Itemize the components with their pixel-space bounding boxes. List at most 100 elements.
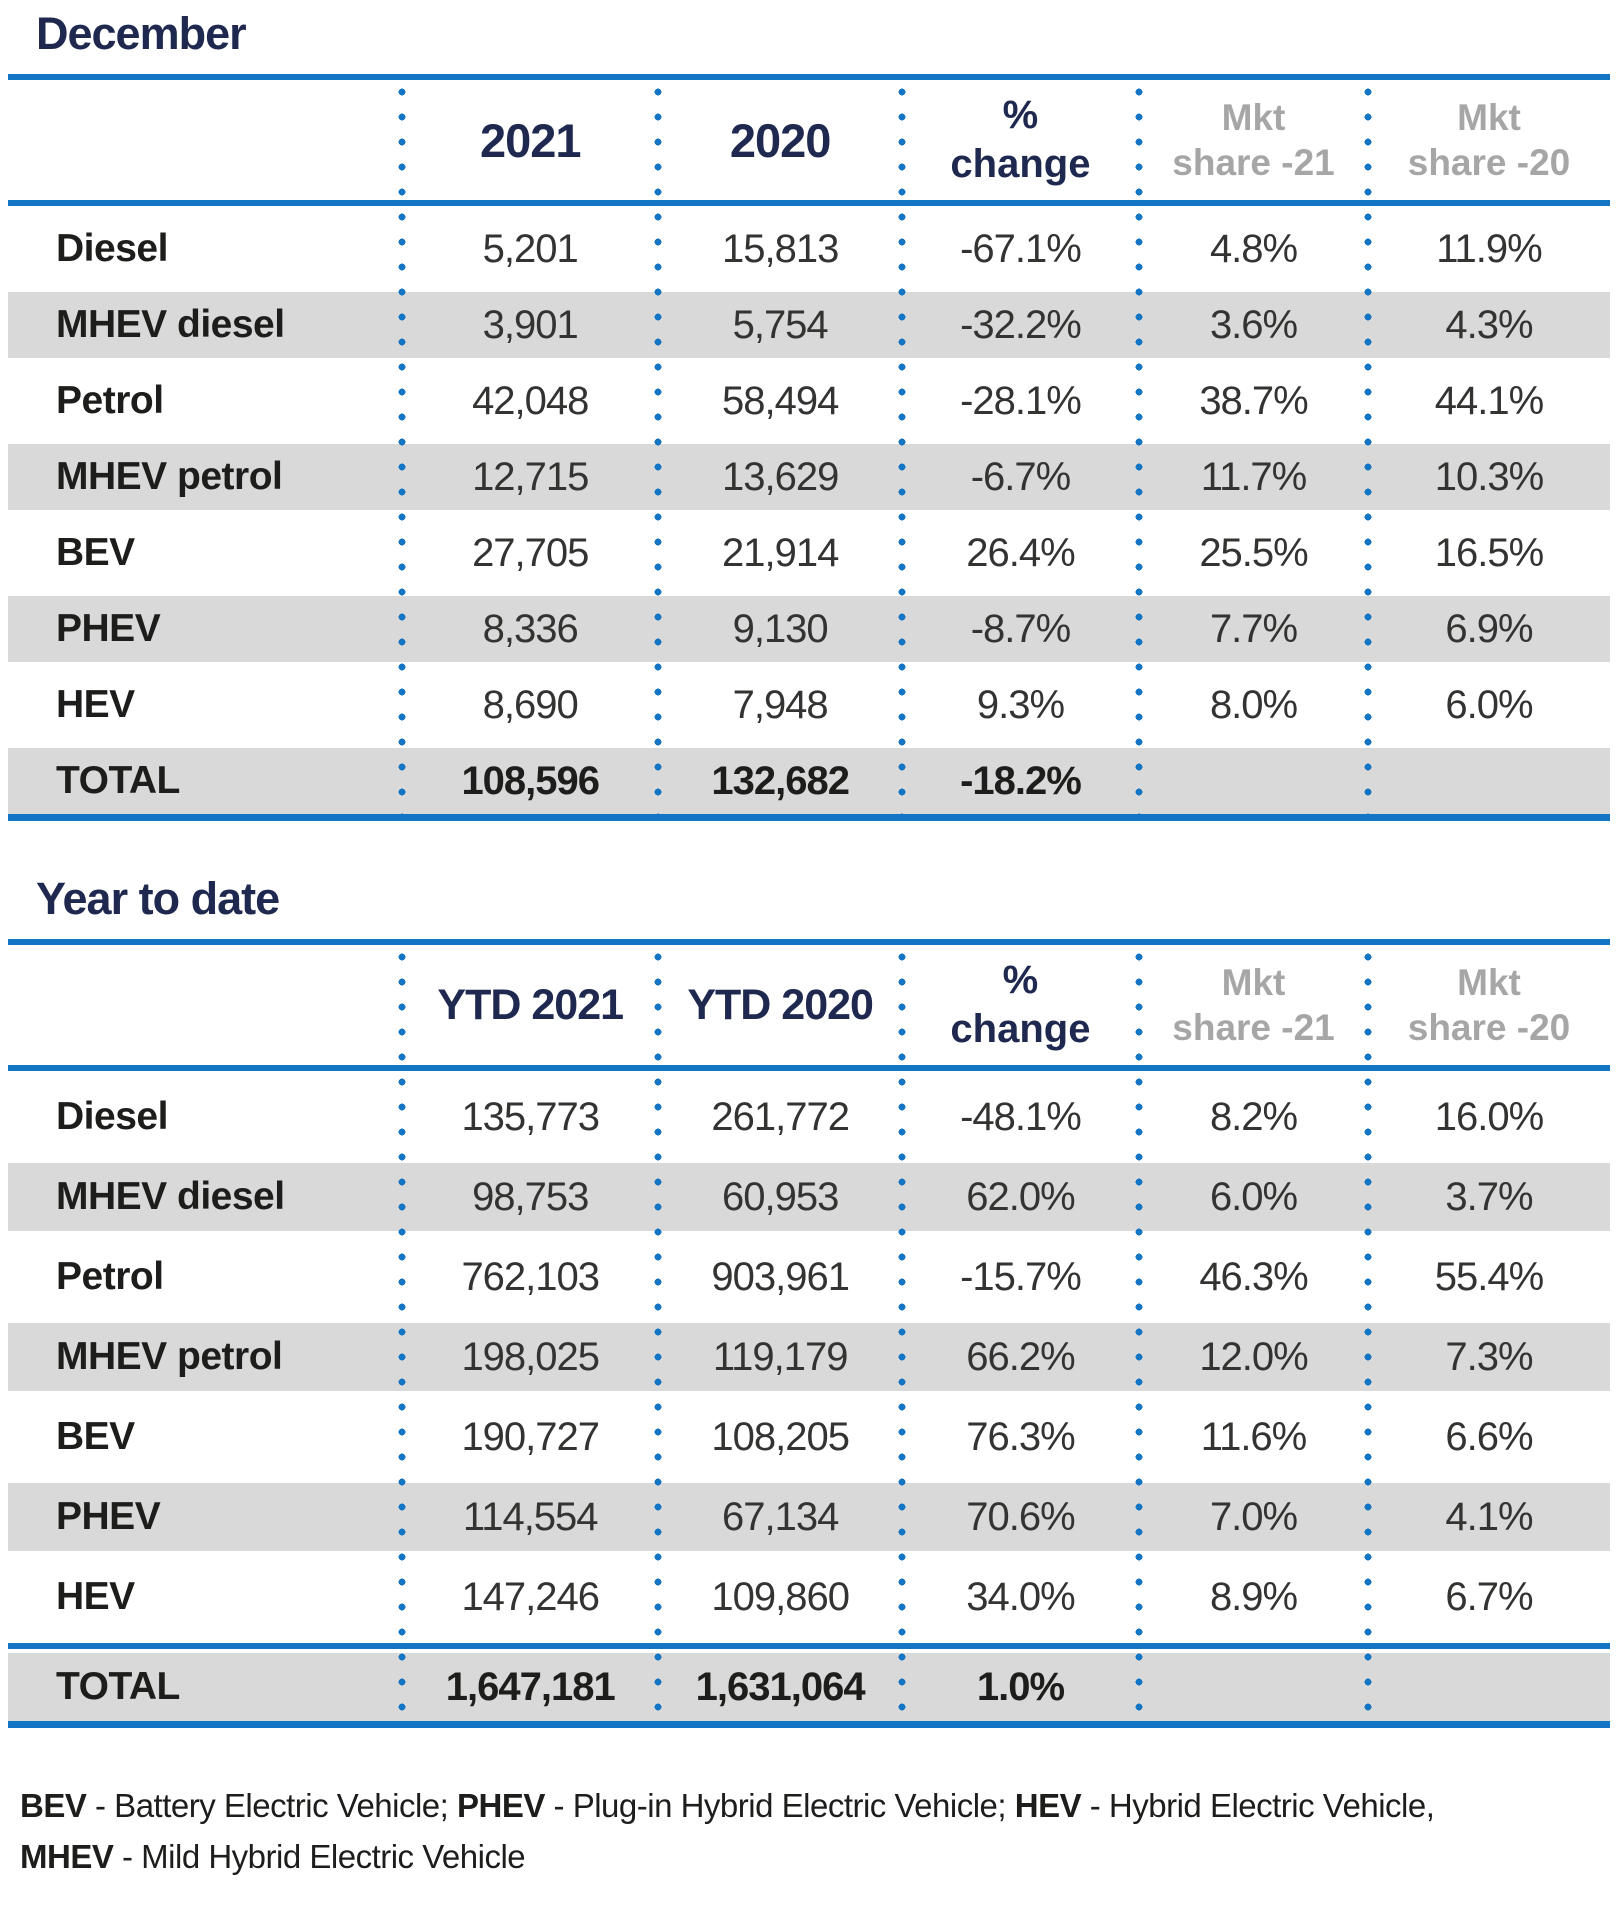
- cell-change: -8.7%: [970, 606, 1072, 651]
- cell-share20: 10.3%: [1434, 454, 1544, 499]
- header-pct-change: % change: [950, 958, 1091, 1051]
- table-row-petrol: Petrol 42,048 58,494 -28.1% 38.7% 44.1%: [8, 358, 1610, 444]
- cell-2020: 58,494: [721, 378, 839, 423]
- cell-change: 1.0%: [976, 1664, 1065, 1709]
- table-row-phev: PHEV 8,336 9,130 -8.7% 7.7% 6.9%: [8, 596, 1610, 662]
- cell-2021: 5,201: [482, 226, 579, 271]
- row-label: Petrol: [56, 1255, 164, 1298]
- cell-change: 76.3%: [966, 1414, 1075, 1459]
- cell-2021: 8,336: [482, 606, 579, 651]
- cell-2020: 21,914: [721, 530, 839, 575]
- row-label: TOTAL: [56, 1665, 180, 1708]
- december-title: December: [36, 8, 247, 59]
- cell-share20: 16.5%: [1434, 530, 1544, 575]
- header-mkt-share-20: Mkt share -20: [1407, 96, 1571, 183]
- header-pct-change: % change: [950, 93, 1091, 186]
- cell-change: -6.7%: [970, 454, 1072, 499]
- header-mkt-share-21: Mkt share -21: [1172, 961, 1335, 1048]
- cell-2020: 60,953: [721, 1174, 839, 1219]
- cell-2020: 13,629: [721, 454, 839, 499]
- cell-share21: 11.7%: [1200, 454, 1307, 499]
- table-row-mhev-diesel: MHEV diesel 98,753 60,953 62.0% 6.0% 3.7…: [8, 1163, 1610, 1231]
- row-label: BEV: [56, 1415, 135, 1458]
- cell-2021: 98,753: [472, 1174, 589, 1219]
- cell-change: 34.0%: [966, 1574, 1075, 1619]
- cell-share20: 3.7%: [1445, 1174, 1533, 1219]
- cell-2020: 7,948: [732, 682, 829, 727]
- table-row-phev: PHEV 114,554 67,134 70.6% 7.0% 4.1%: [8, 1483, 1610, 1551]
- cell-2020: 1,631,064: [695, 1664, 866, 1709]
- cell-2020: 119,179: [712, 1334, 849, 1379]
- cell-2021: 762,103: [461, 1254, 600, 1299]
- cell-share21: 7.0%: [1209, 1494, 1298, 1539]
- cell-2021: 1,647,181: [445, 1664, 616, 1709]
- footnote-line-1: BEV - Battery Electric Vehicle; PHEV - P…: [20, 1787, 1435, 1824]
- cell-2021: 114,554: [462, 1494, 599, 1539]
- header-2021: 2021: [479, 113, 582, 167]
- cell-2020: 903,961: [711, 1254, 850, 1299]
- row-label: HEV: [56, 683, 135, 726]
- cell-2021: 147,246: [461, 1574, 600, 1619]
- row-label: BEV: [56, 531, 135, 574]
- cell-2020: 109,860: [711, 1574, 850, 1619]
- row-label: MHEV diesel: [56, 1175, 285, 1218]
- cell-share20: 7.3%: [1445, 1334, 1533, 1379]
- cell-share21: 11.6%: [1200, 1414, 1307, 1459]
- cell-share20: 4.3%: [1445, 302, 1533, 347]
- december-header-row: 2021 2020 % change Mkt share -21 Mkt sha…: [8, 80, 1610, 206]
- row-label: MHEV petrol: [56, 455, 283, 498]
- table-row-total: TOTAL 1,647,181 1,631,064 1.0%: [8, 1653, 1610, 1721]
- cell-change: -15.7%: [960, 1254, 1082, 1299]
- december-table: 2021 2020 % change Mkt share -21 Mkt sha…: [8, 74, 1610, 821]
- cell-2021: 27,705: [472, 530, 589, 575]
- cell-2021: 8,690: [482, 682, 579, 727]
- cell-share21: 3.6%: [1209, 302, 1298, 347]
- cell-share21: 46.3%: [1199, 1254, 1308, 1299]
- cell-2020: 5,754: [732, 302, 829, 347]
- header-2020: 2020: [729, 113, 832, 167]
- cell-2020: 132,682: [711, 758, 850, 803]
- cell-share20: 4.1%: [1445, 1494, 1533, 1539]
- cell-share21: 8.2%: [1209, 1094, 1298, 1139]
- cell-2020: 108,205: [711, 1414, 850, 1459]
- row-label: HEV: [56, 1575, 135, 1618]
- cell-2020: 15,813: [721, 226, 839, 271]
- row-label: Diesel: [56, 227, 168, 270]
- table-row-total: TOTAL 108,596 132,682 -18.2%: [8, 748, 1610, 814]
- ytd-table: YTD 2021 YTD 2020 % change Mkt share -21…: [8, 939, 1610, 1728]
- ytd-title: Year to date: [36, 873, 280, 924]
- cell-share21: 6.0%: [1209, 1174, 1298, 1219]
- table-row-bev: BEV 27,705 21,914 26.4% 25.5% 16.5%: [8, 510, 1610, 596]
- cell-share21: 12.0%: [1199, 1334, 1308, 1379]
- table-row-hev: HEV 8,690 7,948 9.3% 8.0% 6.0%: [8, 662, 1610, 748]
- cell-share20: 6.0%: [1445, 682, 1533, 727]
- cell-share21: 25.5%: [1199, 530, 1308, 575]
- cell-share20: 16.0%: [1434, 1094, 1544, 1139]
- table-row-petrol: Petrol 762,103 903,961 -15.7% 46.3% 55.4…: [8, 1231, 1610, 1323]
- cell-change: -48.1%: [960, 1094, 1082, 1139]
- cell-share20: 55.4%: [1434, 1254, 1544, 1299]
- cell-share20: 6.7%: [1445, 1574, 1533, 1619]
- table-row-diesel: Diesel 135,773 261,772 -48.1% 8.2% 16.0%: [8, 1071, 1610, 1163]
- table-row-mhev-petrol: MHEV petrol 198,025 119,179 66.2% 12.0% …: [8, 1323, 1610, 1391]
- header-ytd-2020: YTD 2020: [687, 980, 874, 1029]
- row-label: PHEV: [56, 607, 161, 650]
- cell-2021: 12,715: [472, 454, 589, 499]
- row-label: Diesel: [56, 1095, 168, 1138]
- row-label: MHEV diesel: [56, 303, 285, 346]
- table-row-bev: BEV 190,727 108,205 76.3% 11.6% 6.6%: [8, 1391, 1610, 1483]
- cell-2021: 190,727: [461, 1414, 600, 1459]
- pre-total-rule: [8, 1643, 1610, 1649]
- cell-change: 70.6%: [966, 1494, 1075, 1539]
- cell-change: 26.4%: [966, 530, 1075, 575]
- cell-share21: 8.9%: [1209, 1574, 1298, 1619]
- table-row-mhev-petrol: MHEV petrol 12,715 13,629 -6.7% 11.7% 10…: [8, 444, 1610, 510]
- header-mkt-share-21: Mkt share -21: [1172, 96, 1335, 183]
- cell-share21: 7.7%: [1209, 606, 1298, 651]
- cell-2021: 42,048: [472, 378, 589, 423]
- row-label: TOTAL: [56, 759, 180, 802]
- table-row-hev: HEV 147,246 109,860 34.0% 8.9% 6.7%: [8, 1551, 1610, 1643]
- cell-2021: 135,773: [461, 1094, 600, 1139]
- cell-share20: 6.6%: [1445, 1414, 1533, 1459]
- cell-change: 66.2%: [966, 1334, 1075, 1379]
